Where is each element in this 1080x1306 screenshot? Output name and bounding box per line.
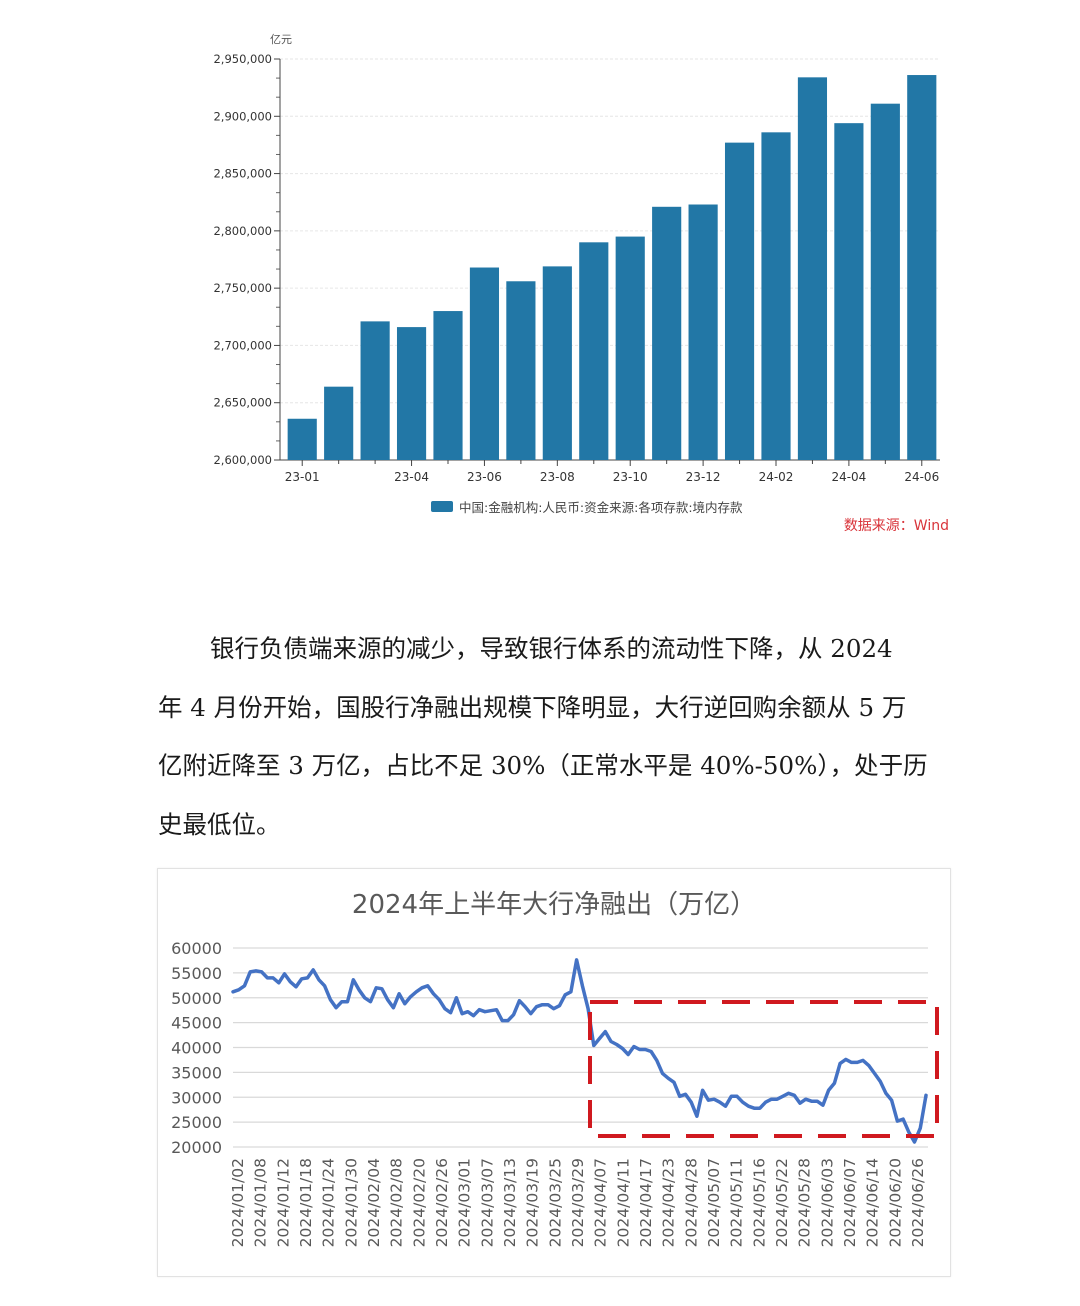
x-tick-label: 2024/06/26 [909, 1158, 927, 1247]
body-paragraph: 银行负债端来源的减少，导致银行体系的流动性下降，从 2024 年 4 月份开始，… [158, 620, 948, 854]
x-tick-label: 2024/03/25 [546, 1158, 564, 1247]
x-tick-label: 23-06 [467, 470, 502, 484]
x-tick-label: 2024/04/11 [614, 1158, 632, 1247]
bar-24-06 [907, 75, 937, 460]
y-tick-label: 60000 [171, 939, 222, 958]
y-tick-label: 2,600,000 [213, 453, 272, 467]
x-tick-label: 23-08 [540, 470, 575, 484]
x-tick-label: 23-04 [394, 470, 429, 484]
y-tick-label: 35000 [171, 1063, 222, 1082]
bar-24-05 [870, 103, 900, 460]
y-tick-label: 55000 [171, 964, 222, 983]
x-tick-label: 2024/04/23 [660, 1158, 678, 1247]
x-tick-label: 2024/03/19 [524, 1158, 542, 1247]
x-tick-label: 2024/03/29 [569, 1158, 587, 1247]
x-tick-label: 2024/04/07 [592, 1158, 610, 1247]
x-tick-label: 2024/05/07 [705, 1158, 723, 1247]
x-tick-label: 2024/02/08 [388, 1158, 406, 1247]
x-tick-label: 2024/05/11 [728, 1158, 746, 1247]
x-tick-label: 2024/01/18 [297, 1158, 315, 1247]
x-tick-label: 23-12 [686, 470, 721, 484]
x-tick-label: 2024/04/28 [682, 1158, 700, 1247]
y-tick-label: 45000 [171, 1014, 222, 1033]
paragraph-line-3: 亿附近降至 3 万亿，占比不足 30%（正常水平是 40%-50%），处于历 [158, 751, 928, 780]
y-tick-label: 2,900,000 [213, 109, 272, 123]
paragraph-line-4: 史最低位。 [158, 809, 281, 839]
x-tick-label: 24-02 [759, 470, 794, 484]
x-tick-label: 2024/05/28 [796, 1158, 814, 1247]
y-tick-label: 30000 [171, 1088, 222, 1107]
x-tick-label: 2024/02/26 [433, 1158, 451, 1247]
bar-23-12 [688, 204, 718, 460]
bar-23-08 [542, 266, 572, 460]
deposit-bar-chart: 亿元 2,600,000 2,650,000 2,700,000 2,750,000 2,… [213, 33, 940, 484]
y-tick-label: 2,850,000 [213, 167, 272, 181]
x-tick-label: 2024/05/16 [750, 1158, 768, 1247]
legend-swatch [431, 501, 453, 512]
bar-23-10 [615, 236, 645, 460]
x-tick-label: 2024/01/24 [320, 1158, 338, 1247]
y-tick-label: 2,700,000 [213, 338, 272, 352]
y-tick-label: 2,800,000 [213, 224, 272, 238]
x-tick-label: 2024/01/12 [274, 1158, 292, 1247]
x-tick-label: 24-06 [904, 470, 939, 484]
x-tick-label: 2024/02/20 [410, 1158, 428, 1247]
x-tick-label: 2024/06/14 [864, 1158, 882, 1247]
x-tick-label: 2024/03/07 [478, 1158, 496, 1247]
y-axis-unit: 亿元 [270, 33, 292, 46]
legend-label: 中国:金融机构:人民币:资金来源:各项存款:境内存款 [459, 500, 743, 515]
bar-23-06 [469, 267, 500, 460]
paragraph-line-2: 年 4 月份开始，国股行净融出规模下降明显，大行逆回购余额从 5 万 [158, 692, 907, 722]
y-tick-label: 2,950,000 [213, 52, 272, 66]
x-tick-label: 2024/01/02 [229, 1158, 247, 1247]
x-tick-label: 24-04 [831, 470, 866, 484]
x-tick-label: 2024/04/17 [637, 1158, 655, 1247]
bar-23-03 [360, 321, 390, 460]
bar-24-01 [724, 142, 755, 460]
x-tick-label: 2024/03/01 [456, 1158, 474, 1247]
chart1-legend: 中国:金融机构:人民币:资金来源:各项存款:境内存款 [431, 497, 743, 516]
net-lending-line [231, 958, 928, 1144]
x-tick-label: 2024/01/30 [342, 1158, 360, 1247]
y-tick-label: 2,750,000 [213, 281, 272, 295]
y-tick-label: 25000 [171, 1113, 222, 1132]
x-tick-label: 2024/06/20 [886, 1158, 904, 1247]
y-tick-label: 50000 [171, 989, 222, 1008]
bar-23-09 [579, 242, 609, 460]
y-tick-label: 20000 [171, 1138, 222, 1157]
net-lending-chart-frame [157, 868, 951, 1277]
data-source-note: 数据来源：Wind [843, 518, 949, 534]
y-tick-label: 2,650,000 [213, 396, 272, 410]
x-tick-label: 23-10 [613, 470, 648, 484]
bar-23-02 [324, 386, 354, 460]
x-tick-label: 2024/01/08 [252, 1158, 270, 1247]
x-tick-label: 2024/02/04 [365, 1158, 383, 1247]
x-tick-label: 2024/03/13 [501, 1158, 519, 1247]
x-tick-label: 2024/06/07 [841, 1158, 859, 1247]
x-tick-label: 2024/05/22 [773, 1158, 791, 1247]
bar-23-04 [396, 327, 427, 460]
bar-23-07 [506, 281, 536, 460]
bar-24-02 [761, 132, 791, 460]
highlight-dashed-box [588, 1000, 939, 1138]
bar-24-04 [834, 123, 864, 460]
x-tick-label: 23-01 [285, 470, 320, 484]
y-tick-label: 40000 [171, 1039, 222, 1058]
x-tick-label: 2024/06/03 [818, 1158, 836, 1247]
bar-23-05 [433, 311, 463, 460]
bar-23-11 [652, 206, 682, 460]
bar-23-01 [287, 418, 317, 460]
paragraph-line-1: 银行负债端来源的减少，导致银行体系的流动性下降，从 2024 [210, 634, 893, 663]
chart2-title: 2024年上半年大行净融出（万亿） [351, 890, 757, 920]
bar-24-03 [797, 77, 828, 461]
